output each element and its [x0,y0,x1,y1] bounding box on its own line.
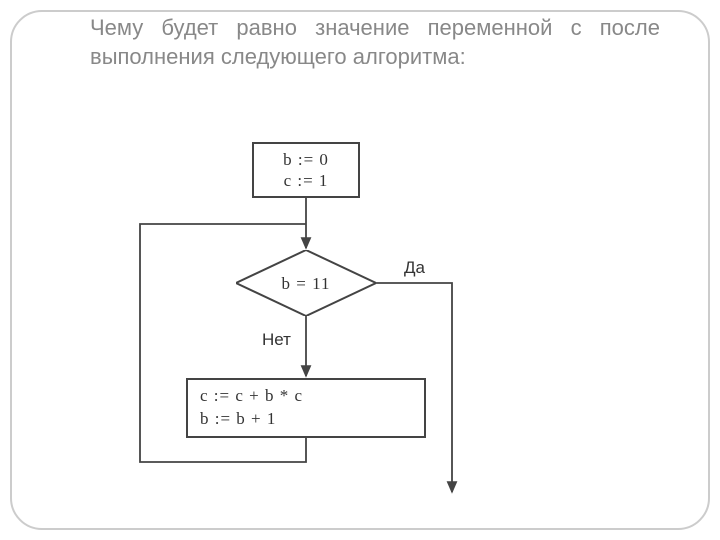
loop-body-block: c := c + b * c b := b + 1 [186,378,426,438]
loop-line-1: c := c + b * c [200,385,303,408]
init-line-1: b := 0 [283,149,329,170]
flowchart: b := 0 c := 1 b = 11 Да Нет c := c + b *… [122,132,622,512]
init-block: b := 0 c := 1 [252,142,360,198]
loop-line-2: b := b + 1 [200,408,276,431]
no-label: Нет [262,330,291,350]
decision-block: b = 11 [236,250,376,316]
question-text: Чему будет равно значение переменной с п… [90,14,660,71]
yes-label: Да [404,258,425,278]
decision-condition: b = 11 [236,274,376,294]
flowchart-connectors [122,132,622,512]
init-line-2: c := 1 [284,170,329,191]
slide-frame: Чему будет равно значение переменной с п… [10,10,710,530]
